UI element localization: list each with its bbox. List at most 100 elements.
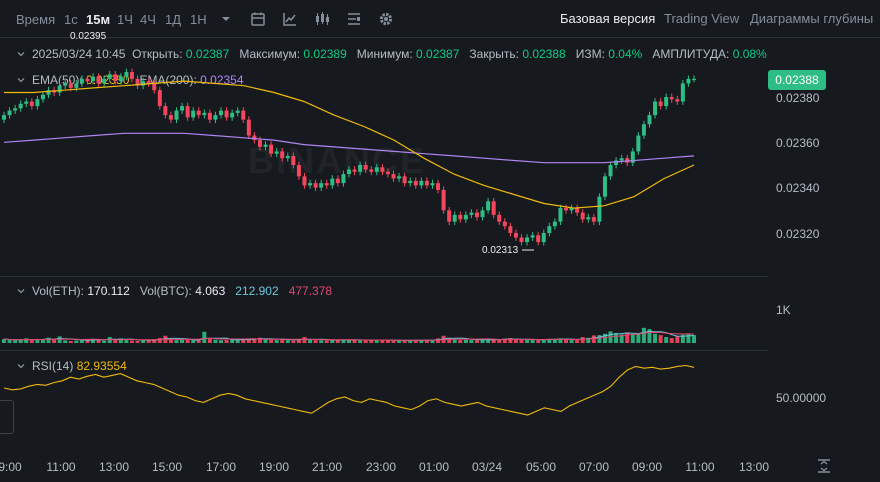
volume-bar bbox=[135, 341, 140, 343]
pane-resize-handle[interactable] bbox=[0, 400, 14, 434]
candle bbox=[263, 144, 268, 147]
chevron-down-icon[interactable] bbox=[218, 11, 234, 27]
price-chart[interactable] bbox=[0, 30, 768, 480]
volume-bar bbox=[508, 338, 513, 343]
volume-bar bbox=[7, 340, 12, 343]
volume-bar bbox=[224, 340, 229, 343]
candle bbox=[575, 208, 580, 213]
volume-bar bbox=[235, 339, 240, 343]
candle bbox=[274, 151, 279, 154]
candle bbox=[525, 237, 530, 243]
candle bbox=[363, 165, 368, 170]
view-basic[interactable]: Базовая версия bbox=[560, 11, 656, 26]
volume-bar bbox=[647, 329, 652, 343]
candle bbox=[441, 189, 446, 211]
candle bbox=[541, 233, 546, 243]
candle bbox=[536, 235, 541, 243]
volume-bar bbox=[391, 340, 396, 343]
timeframe-label: Время bbox=[16, 12, 56, 27]
volume-bar bbox=[63, 340, 68, 343]
volume-bar bbox=[413, 340, 418, 343]
time-tick: 21:00 bbox=[311, 460, 343, 474]
ema50-line bbox=[4, 80, 695, 209]
volume-bar bbox=[602, 333, 607, 343]
collapse-chevron-icon[interactable] bbox=[17, 362, 25, 370]
candle bbox=[269, 144, 274, 154]
time-tick: 17:00 bbox=[205, 460, 237, 474]
rsi-line bbox=[3, 364, 695, 416]
time-tick: 15:00 bbox=[151, 460, 183, 474]
volume-bar bbox=[469, 340, 474, 343]
volume-bar bbox=[74, 340, 79, 343]
open-label: Открыть: bbox=[132, 47, 183, 61]
volume-bar bbox=[653, 333, 658, 343]
collapse-chevron-icon[interactable] bbox=[17, 76, 25, 84]
volume-bar bbox=[636, 333, 641, 343]
candle bbox=[586, 217, 591, 220]
candle bbox=[630, 151, 635, 163]
candle bbox=[402, 176, 407, 184]
time-tick: 03/24 bbox=[471, 460, 503, 474]
volume-bar bbox=[447, 337, 452, 343]
candle bbox=[397, 176, 402, 179]
candle bbox=[146, 81, 151, 84]
timeframe-1h[interactable]: 1Ч bbox=[117, 12, 133, 27]
volume-bar bbox=[313, 340, 318, 343]
volume-bar bbox=[118, 338, 123, 343]
volume-bar bbox=[580, 337, 585, 343]
candle bbox=[207, 112, 212, 120]
volume-bar bbox=[107, 337, 112, 343]
volume-bar bbox=[363, 340, 368, 343]
volume-bar bbox=[129, 340, 134, 343]
view-tradingview[interactable]: Trading View bbox=[664, 11, 740, 26]
candle bbox=[224, 110, 229, 118]
layout-icon[interactable] bbox=[346, 11, 362, 27]
view-depth[interactable]: Диаграммы глубины bbox=[750, 11, 874, 26]
candle bbox=[241, 110, 246, 120]
candle bbox=[430, 183, 435, 186]
pane-separator[interactable] bbox=[0, 276, 768, 277]
candle bbox=[129, 72, 134, 79]
low-value: 0.02387 bbox=[416, 47, 460, 61]
volume-bar bbox=[274, 340, 279, 343]
collapse-chevron-icon[interactable] bbox=[17, 50, 25, 58]
candle bbox=[547, 226, 552, 233]
volume-bar bbox=[591, 335, 596, 343]
volume-bar bbox=[586, 337, 591, 343]
candle bbox=[413, 180, 418, 186]
timeframe-1d[interactable]: 1Д bbox=[165, 12, 182, 27]
volume-bar bbox=[352, 340, 357, 343]
volume-bar bbox=[530, 339, 535, 343]
volume-bar bbox=[547, 338, 552, 343]
time-tick: 09:00 bbox=[631, 460, 663, 474]
timeframe-1s[interactable]: 1с bbox=[64, 12, 78, 27]
candle bbox=[124, 72, 129, 77]
collapse-chevron-icon[interactable] bbox=[17, 287, 25, 295]
timeframe-1w[interactable]: 1Н bbox=[190, 12, 207, 27]
gear-icon[interactable] bbox=[378, 11, 394, 27]
candle bbox=[102, 78, 107, 84]
candle bbox=[291, 155, 296, 165]
vol-ma2-value: 477.378 bbox=[288, 284, 333, 298]
timeframe-15m[interactable]: 15м bbox=[86, 12, 111, 27]
candles-icon[interactable] bbox=[314, 11, 330, 27]
timeframe-4h[interactable]: 4Ч bbox=[140, 12, 156, 27]
pane-separator[interactable] bbox=[0, 350, 768, 351]
calendar-icon[interactable] bbox=[250, 11, 266, 27]
volume-bar bbox=[18, 339, 23, 343]
candle bbox=[135, 78, 140, 86]
time-tick: 13:00 bbox=[738, 460, 770, 474]
volume-bar bbox=[263, 339, 268, 343]
candle bbox=[469, 212, 474, 215]
candle bbox=[57, 85, 62, 93]
candle bbox=[2, 115, 6, 120]
ema50-value: 0.02350 bbox=[86, 73, 130, 87]
volume-bar bbox=[308, 339, 313, 343]
candle bbox=[219, 110, 224, 116]
indicator-icon[interactable] bbox=[282, 11, 298, 27]
volume-bar bbox=[35, 339, 40, 343]
high-label: Максимум: bbox=[239, 47, 301, 61]
scale-toggle-icon[interactable] bbox=[816, 459, 832, 473]
volume-bar bbox=[280, 338, 285, 343]
volume-bar bbox=[641, 327, 646, 343]
